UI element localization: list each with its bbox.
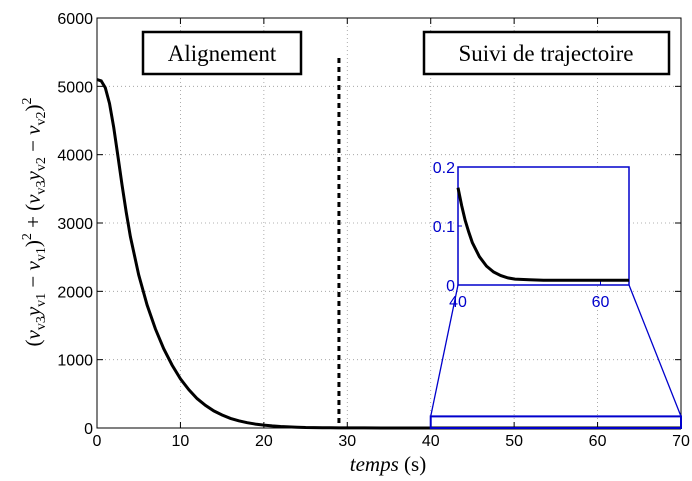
inset-series-line (456, 187, 629, 282)
x-axis-label: temps (s) (350, 452, 426, 476)
x-tick-label: 40 (422, 433, 440, 450)
x-tick-label: 30 (338, 433, 356, 450)
inset-zoom: 0 0.1 0.2 40 60 (429, 160, 683, 429)
y-tick-label: 1000 (57, 353, 93, 370)
x-tick-label: 50 (505, 433, 523, 450)
y-tick-label: 6000 (57, 11, 93, 28)
annotation-alignement-text: Alignement (168, 41, 277, 66)
y-axis: 0 1000 2000 3000 4000 5000 6000 (57, 11, 681, 438)
x-tick-label: 70 (672, 433, 690, 450)
x-tick-label: 0 (93, 433, 102, 450)
y-tick-label: 0 (84, 421, 93, 438)
inset-x-tick-label: 40 (449, 294, 467, 311)
x-tick-label: 60 (589, 433, 607, 450)
inset-y-tick-label: 0 (446, 278, 455, 295)
y-tick-label: 2000 (57, 284, 93, 301)
inset-frame (457, 166, 630, 286)
x-tick-label: 10 (172, 433, 190, 450)
inset-y-tick-label: 0.2 (433, 160, 455, 177)
annotation-alignement: Alignement (141, 30, 303, 76)
y-tick-label: 5000 (57, 79, 93, 96)
inset-y-tick-label: 0.1 (433, 219, 455, 236)
y-tick-label: 4000 (57, 148, 93, 165)
x-axis: 0 10 20 30 40 50 60 70 (93, 18, 690, 450)
zoom-connector (430, 284, 459, 417)
y-axis-label: (vv3yv1 − vv1)2 + (vv3yv2 − vv2)2 (20, 98, 49, 347)
zoom-region-box (429, 415, 683, 429)
y-tick-label: 3000 (57, 216, 93, 233)
annotation-suivi: Suivi de trajectoire (422, 30, 671, 76)
annotation-suivi-text: Suivi de trajectoire (459, 41, 634, 66)
zoom-connector (628, 284, 682, 417)
x-tick-label: 20 (255, 433, 273, 450)
inset-x-tick-label: 60 (592, 294, 610, 311)
